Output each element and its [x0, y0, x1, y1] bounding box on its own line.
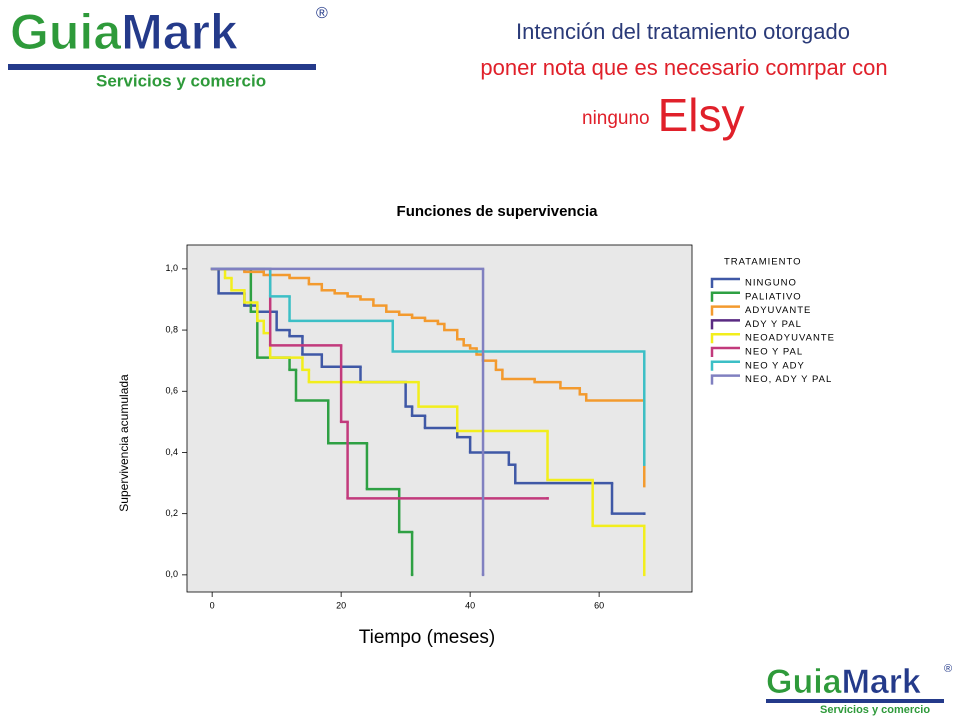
- legend-label: ADY Y PAL: [745, 319, 802, 330]
- y-tick-label: 0,0: [165, 569, 178, 579]
- legend-swatch: [710, 360, 740, 371]
- legend-label: NEO, ADY Y PAL: [745, 374, 832, 385]
- heading-line: poner nota que es necesario comrpar con: [480, 55, 887, 80]
- logo-part2: Mark: [842, 663, 921, 701]
- plot-area: [186, 244, 693, 593]
- x-tick-label: 20: [336, 600, 346, 610]
- y-tick-label: 0,4: [165, 447, 178, 457]
- x-axis-label: Tiempo (meses): [359, 627, 496, 648]
- logo-top: GuiaMark ® Servicios y comercio: [8, 4, 328, 90]
- logo-tagline: Servicios y comercio: [96, 71, 266, 90]
- legend-title: TRATAMIENTO: [724, 257, 802, 268]
- legend-label: ADYUVANTE: [745, 305, 811, 316]
- legend-swatch: [710, 291, 740, 302]
- legend-swatch: [710, 319, 740, 330]
- logo-tagline: Servicios y comercio: [820, 704, 930, 716]
- legend-label: NINGUNO: [745, 278, 797, 289]
- logo-bar: [766, 699, 944, 703]
- legend-label: NEO Y ADY: [745, 360, 805, 371]
- legend-swatch: [710, 305, 740, 316]
- legend-swatch: [710, 277, 740, 288]
- legend-label: NEO Y PAL: [745, 347, 803, 358]
- x-tick-label: 40: [465, 600, 475, 610]
- heading-word: ninguno: [582, 108, 650, 129]
- y-tick-label: 0,6: [165, 386, 178, 396]
- y-tick-label: 1,0: [165, 263, 178, 273]
- legend-swatch: [710, 332, 740, 344]
- logo-name: GuiaMark: [766, 663, 921, 701]
- x-tick-label: 60: [594, 600, 604, 610]
- logo-part2: Mark: [121, 4, 238, 60]
- y-axis-label: Supervivencia acumulada: [117, 374, 131, 512]
- logo-mark: ®: [944, 663, 952, 675]
- legend-swatch: [710, 346, 740, 357]
- heading-line: Intención del tratamiento otorgado: [516, 19, 850, 44]
- logo-bottom: GuiaMark ® Servicios y comercio: [766, 663, 952, 716]
- y-tick-label: 0,8: [165, 324, 178, 334]
- legend-label: NEOADYUVANTE: [745, 333, 835, 344]
- logo-name: GuiaMark: [10, 4, 238, 60]
- legend-label: PALIATIVO: [745, 291, 802, 302]
- logo-part1: Guia: [10, 4, 122, 60]
- chart-title: Funciones de supervivencia: [397, 203, 599, 220]
- logo-part1: Guia: [766, 663, 843, 701]
- logo-mark: ®: [316, 5, 328, 22]
- legend-swatch: [710, 374, 740, 385]
- heading-line: ninguno Elsy: [582, 89, 745, 141]
- heading-name: Elsy: [658, 89, 745, 141]
- x-tick-label: 0: [210, 600, 215, 610]
- logo-bar: [8, 64, 316, 70]
- y-tick-label: 0,2: [165, 508, 178, 518]
